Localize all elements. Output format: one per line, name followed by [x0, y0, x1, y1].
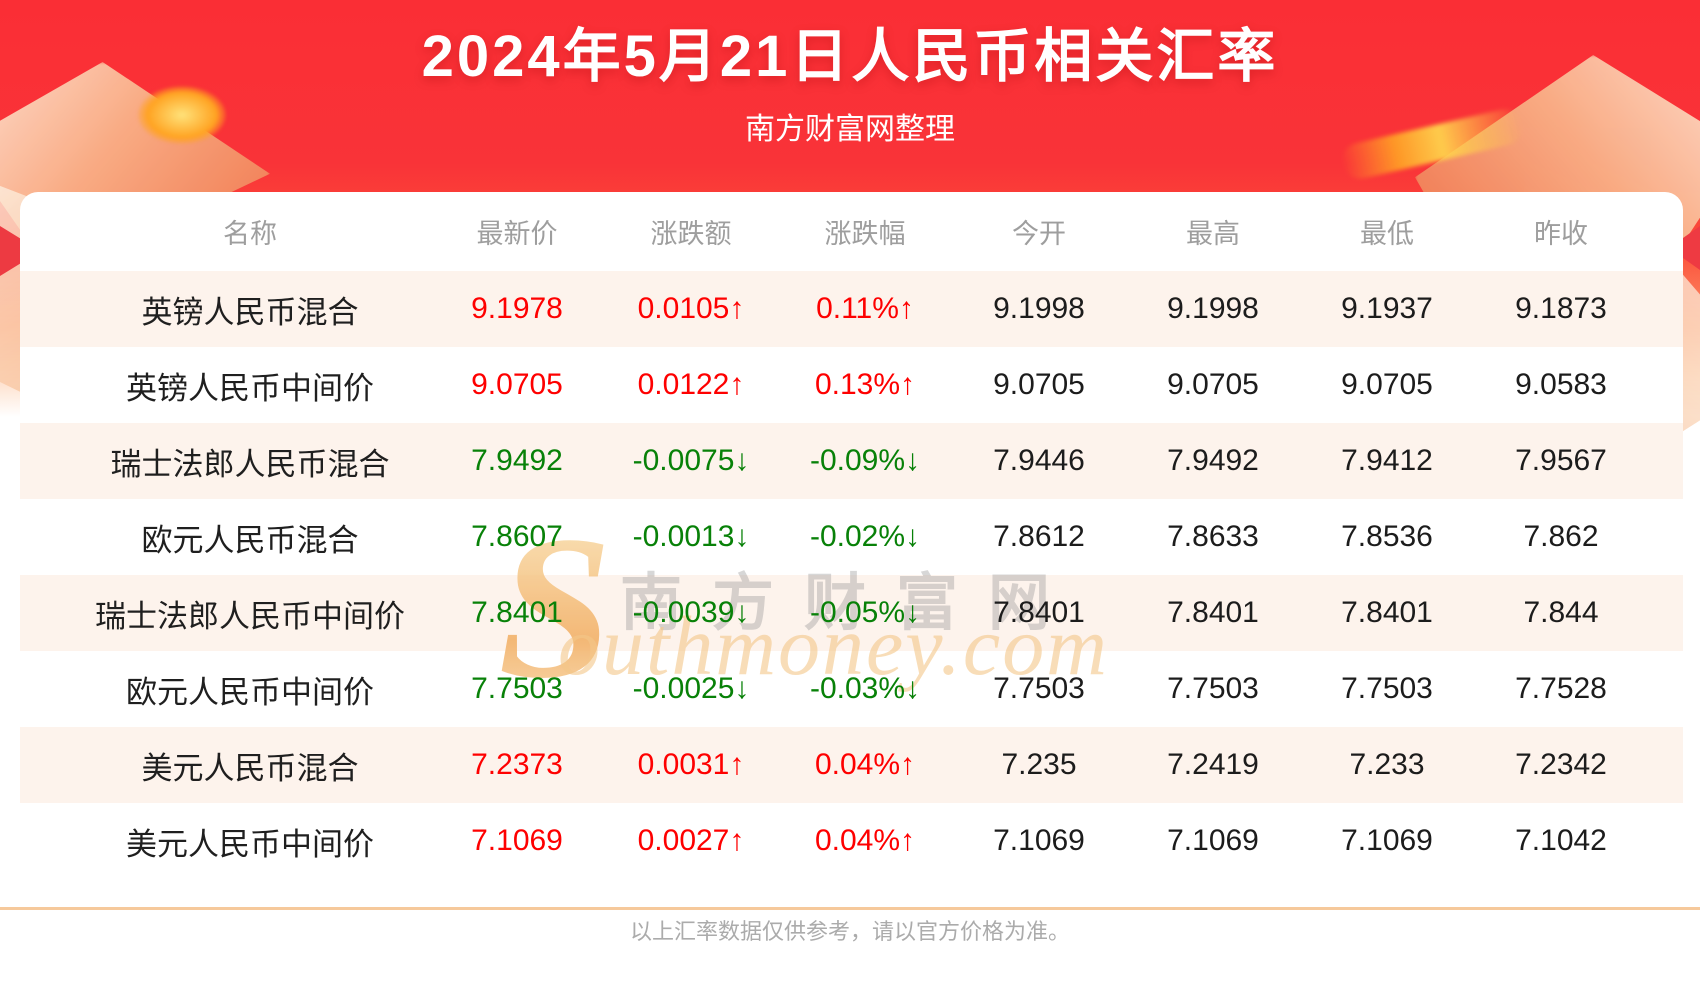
- cell-name: 欧元人民币中间价: [126, 674, 374, 710]
- row-stripe: [20, 423, 1683, 499]
- cell-open: 9.0705: [993, 368, 1085, 401]
- disclaimer-text: 以上汇率数据仅供参考，请以官方价格为准。: [629, 919, 1070, 944]
- cell-latest: 7.9492: [471, 444, 563, 477]
- cell-prev-close: 7.862: [1523, 520, 1599, 553]
- cell-prev-close: 7.2342: [1515, 748, 1607, 781]
- cell-prev-close: 7.9567: [1515, 444, 1607, 477]
- cell-high: 9.1998: [1167, 292, 1259, 325]
- table-row: 美元人民币中间价 7.1069 0.0027↑ 0.04%↑ 7.1069 7.…: [20, 803, 1683, 879]
- column-header-name: 名称: [223, 219, 277, 249]
- cell-change: 0.0031↑: [637, 748, 745, 781]
- table-row: 英镑人民币混合 9.1978 0.0105↑ 0.11%↑ 9.1998 9.1…: [20, 271, 1683, 347]
- cell-prev-close: 9.1873: [1515, 292, 1607, 325]
- cell-open: 9.1998: [993, 292, 1085, 325]
- cell-change: 0.0105↑: [637, 292, 745, 325]
- table-row: 瑞士法郎人民币混合 7.9492 -0.0075↓ -0.09%↓ 7.9446…: [20, 423, 1683, 499]
- column-header-high: 最高: [1186, 219, 1240, 249]
- row-stripe: [20, 575, 1683, 651]
- table-row: 美元人民币混合 7.2373 0.0031↑ 0.04%↑ 7.235 7.24…: [20, 727, 1683, 803]
- cell-change-pct: -0.09%↓: [809, 444, 921, 477]
- column-header-open: 今开: [1012, 219, 1066, 249]
- cell-name: 英镑人民币混合: [141, 294, 359, 330]
- cell-open: 7.8612: [993, 520, 1085, 553]
- cell-open: 7.8401: [993, 596, 1085, 629]
- cell-prev-close: 9.0583: [1515, 368, 1607, 401]
- source-caption: 南方财富网整理: [745, 113, 955, 146]
- cell-prev-close: 7.7528: [1515, 672, 1607, 705]
- cell-change: -0.0025↓: [632, 672, 750, 705]
- cell-low: 7.233: [1349, 748, 1425, 781]
- cell-open: 7.9446: [993, 444, 1085, 477]
- table-header-row: 名称 最新价 涨跌额 涨跌幅 今开 最高 最低 昨收: [20, 192, 1683, 271]
- cell-low: 9.1937: [1341, 292, 1433, 325]
- cell-change: -0.0075↓: [632, 444, 750, 477]
- cell-low: 7.7503: [1341, 672, 1433, 705]
- column-header-latest: 最新价: [476, 219, 558, 249]
- cell-high: 7.9492: [1167, 444, 1259, 477]
- cell-change-pct: -0.03%↓: [809, 672, 921, 705]
- cell-change: 0.0027↑: [637, 824, 745, 857]
- table-row: 欧元人民币混合 7.8607 -0.0013↓ -0.02%↓ 7.8612 7…: [20, 499, 1683, 575]
- cell-high: 7.8401: [1167, 596, 1259, 629]
- cell-change: -0.0013↓: [632, 520, 750, 553]
- cell-latest: 7.8607: [471, 520, 563, 553]
- cell-change-pct: 0.04%↑: [814, 824, 916, 857]
- cell-change-pct: 0.13%↑: [814, 368, 916, 401]
- cell-high: 7.7503: [1167, 672, 1259, 705]
- cell-high: 7.8633: [1167, 520, 1259, 553]
- cell-change-pct: -0.02%↓: [809, 520, 921, 553]
- cell-latest: 7.7503: [471, 672, 563, 705]
- cell-name: 瑞士法郎人民币混合: [110, 446, 390, 482]
- footer-divider: [0, 907, 1700, 910]
- cell-open: 7.1069: [993, 824, 1085, 857]
- column-header-prev-close: 昨收: [1534, 219, 1588, 249]
- table-row: 欧元人民币中间价 7.7503 -0.0025↓ -0.03%↓ 7.7503 …: [20, 651, 1683, 727]
- column-header-change: 涨跌额: [650, 219, 732, 249]
- cell-name: 瑞士法郎人民币中间价: [95, 598, 405, 634]
- cell-high: 7.1069: [1167, 824, 1259, 857]
- cell-latest: 7.1069: [471, 824, 563, 857]
- cell-latest: 9.1978: [471, 292, 563, 325]
- cell-low: 7.1069: [1341, 824, 1433, 857]
- cell-change-pct: -0.05%↓: [809, 596, 921, 629]
- row-stripe: [20, 271, 1683, 347]
- cell-name: 美元人民币中间价: [126, 826, 374, 862]
- cell-latest: 7.8401: [471, 596, 563, 629]
- cell-low: 7.9412: [1341, 444, 1433, 477]
- cell-latest: 9.0705: [471, 368, 563, 401]
- cell-low: 9.0705: [1341, 368, 1433, 401]
- table-row: 英镑人民币中间价 9.0705 0.0122↑ 0.13%↑ 9.0705 9.…: [20, 347, 1683, 423]
- column-header-change-pct: 涨跌幅: [824, 219, 906, 249]
- page-title: 2024年5月21日人民币相关汇率: [421, 24, 1279, 89]
- cell-name: 美元人民币混合: [141, 750, 359, 786]
- cell-change: 0.0122↑: [637, 368, 745, 401]
- cell-open: 7.235: [1001, 748, 1077, 781]
- cell-low: 7.8401: [1341, 596, 1433, 629]
- cell-latest: 7.2373: [471, 748, 563, 781]
- cell-high: 7.2419: [1167, 748, 1259, 781]
- cell-open: 7.7503: [993, 672, 1085, 705]
- rates-table: 名称 最新价 涨跌额 涨跌幅 今开 最高 最低 昨收 英镑人民币混合 9.197…: [20, 192, 1683, 879]
- cell-name: 英镑人民币中间价: [126, 370, 374, 406]
- cell-change-pct: 0.04%↑: [814, 748, 916, 781]
- cell-change: -0.0039↓: [632, 596, 750, 629]
- cell-prev-close: 7.844: [1523, 596, 1599, 629]
- cell-low: 7.8536: [1341, 520, 1433, 553]
- table-row: 瑞士法郎人民币中间价 7.8401 -0.0039↓ -0.05%↓ 7.840…: [20, 575, 1683, 651]
- cell-name: 欧元人民币混合: [141, 522, 359, 558]
- row-stripe: [20, 727, 1683, 803]
- cell-high: 9.0705: [1167, 368, 1259, 401]
- cell-prev-close: 7.1042: [1515, 824, 1607, 857]
- cell-change-pct: 0.11%↑: [816, 292, 914, 325]
- column-header-low: 最低: [1360, 219, 1414, 249]
